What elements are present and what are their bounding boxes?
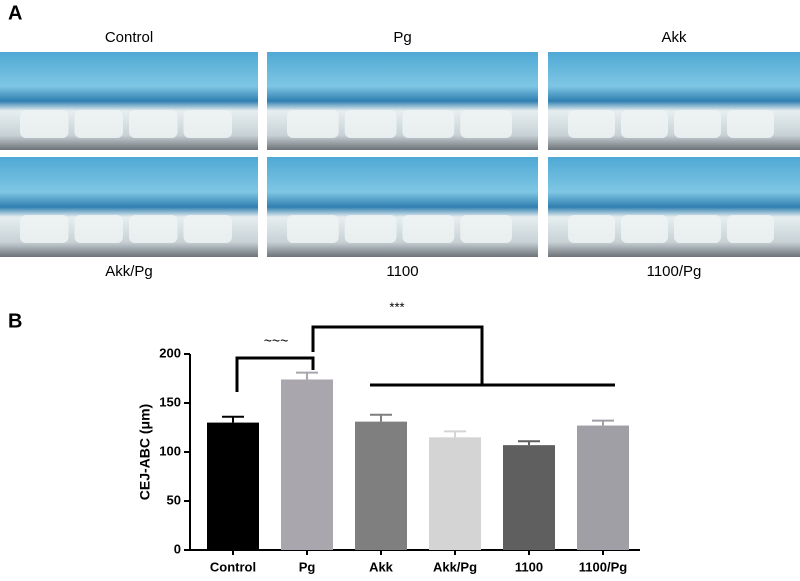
tooth — [20, 215, 69, 243]
image-label: Control — [105, 29, 153, 46]
tooth — [287, 110, 339, 138]
tooth — [568, 110, 615, 138]
y-tick-label: 200 — [159, 345, 181, 360]
tooth — [727, 110, 774, 138]
annotation: ~~~ — [264, 333, 289, 349]
bar — [503, 445, 555, 550]
image-label: Akk/Pg — [105, 263, 153, 280]
bar — [355, 421, 407, 550]
tooth — [183, 110, 232, 138]
image-label: 1100 — [386, 263, 418, 280]
y-tick-label: 0 — [174, 541, 181, 556]
tooth — [402, 215, 455, 243]
y-tick-label: 100 — [159, 443, 181, 458]
bar — [207, 422, 259, 550]
x-tick-label: 1100/Pg — [579, 559, 627, 574]
image-label: Akk — [661, 29, 687, 46]
tooth — [344, 215, 397, 243]
bracket — [311, 325, 484, 385]
bar — [281, 379, 333, 550]
image-label: Pg — [393, 29, 411, 46]
tooth — [402, 110, 455, 138]
annotation: *** — [389, 299, 404, 314]
panel-label: A — [8, 2, 22, 24]
tooth — [460, 215, 512, 243]
x-tick-label: 1100 — [515, 559, 543, 574]
y-tick-label: 50 — [167, 492, 181, 507]
x-tick-label: Pg — [299, 559, 316, 574]
tooth — [727, 215, 774, 243]
tooth — [568, 215, 615, 243]
panel-label: B — [8, 310, 22, 332]
y-tick-label: 150 — [159, 394, 181, 409]
image-grid: Control Pg Akk Akk/Pg 1100 1100/Pg — [0, 29, 800, 280]
tooth — [20, 110, 69, 138]
significance-brackets — [235, 325, 615, 392]
y-axis-label: CEJ-ABC (μm) — [137, 404, 153, 500]
tooth — [674, 215, 721, 243]
tooth — [621, 110, 668, 138]
x-tick-label: Akk — [369, 559, 394, 574]
x-tick-label: Akk/Pg — [433, 559, 477, 574]
bar — [429, 437, 481, 550]
x-tick-label: Control — [210, 559, 256, 574]
image-label: 1100/Pg — [647, 263, 702, 280]
tooth — [344, 110, 397, 138]
tooth — [287, 215, 339, 243]
bracket — [235, 356, 315, 392]
tooth — [74, 110, 123, 138]
tooth — [183, 215, 232, 243]
tooth — [460, 110, 512, 138]
tooth — [129, 215, 178, 243]
bar — [577, 425, 629, 550]
tooth — [674, 110, 721, 138]
tooth — [621, 215, 668, 243]
tooth — [74, 215, 123, 243]
tooth — [129, 110, 178, 138]
